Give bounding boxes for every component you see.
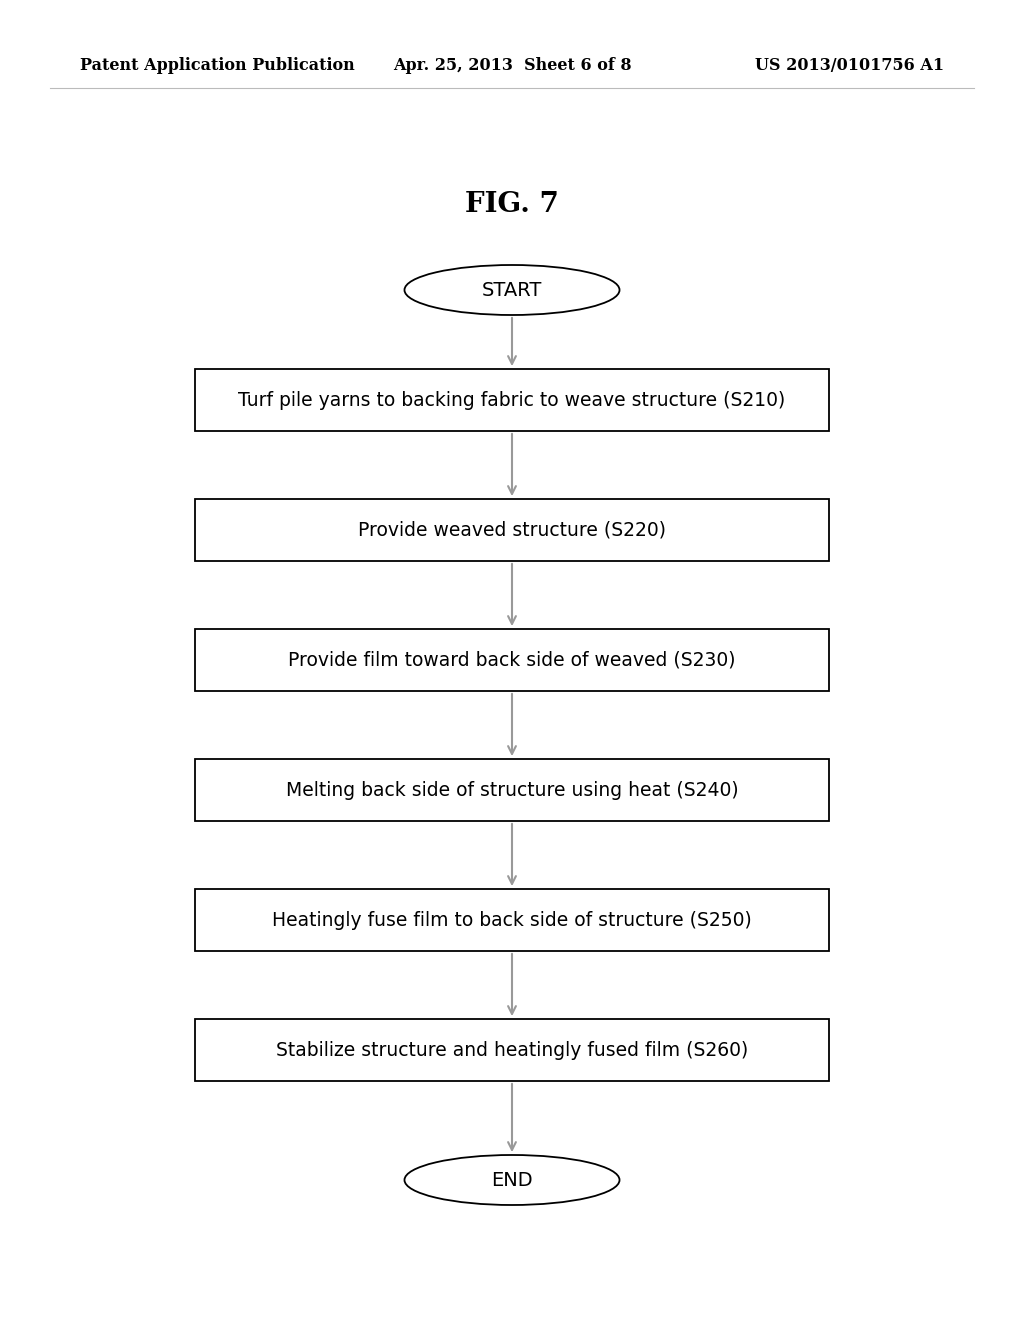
Text: Stabilize structure and heatingly fused film (S260): Stabilize structure and heatingly fused … xyxy=(275,1040,749,1060)
Bar xyxy=(195,370,829,432)
Bar xyxy=(195,499,829,561)
Text: END: END xyxy=(492,1171,532,1189)
Text: Provide film toward back side of weaved (S230): Provide film toward back side of weaved … xyxy=(288,651,736,669)
Text: Turf pile yarns to backing fabric to weave structure (S210): Turf pile yarns to backing fabric to wea… xyxy=(239,391,785,409)
Bar xyxy=(195,888,829,950)
Text: Heatingly fuse film to back side of structure (S250): Heatingly fuse film to back side of stru… xyxy=(272,911,752,929)
Bar xyxy=(195,759,829,821)
Bar xyxy=(195,630,829,690)
Text: Provide weaved structure (S220): Provide weaved structure (S220) xyxy=(358,520,666,540)
Text: Apr. 25, 2013  Sheet 6 of 8: Apr. 25, 2013 Sheet 6 of 8 xyxy=(392,57,632,74)
Text: Melting back side of structure using heat (S240): Melting back side of structure using hea… xyxy=(286,780,738,800)
Ellipse shape xyxy=(404,265,620,315)
Ellipse shape xyxy=(404,1155,620,1205)
Text: US 2013/0101756 A1: US 2013/0101756 A1 xyxy=(755,57,944,74)
Text: START: START xyxy=(482,281,542,300)
Text: Patent Application Publication: Patent Application Publication xyxy=(80,57,354,74)
Text: FIG. 7: FIG. 7 xyxy=(465,191,559,219)
Bar xyxy=(195,1019,829,1081)
